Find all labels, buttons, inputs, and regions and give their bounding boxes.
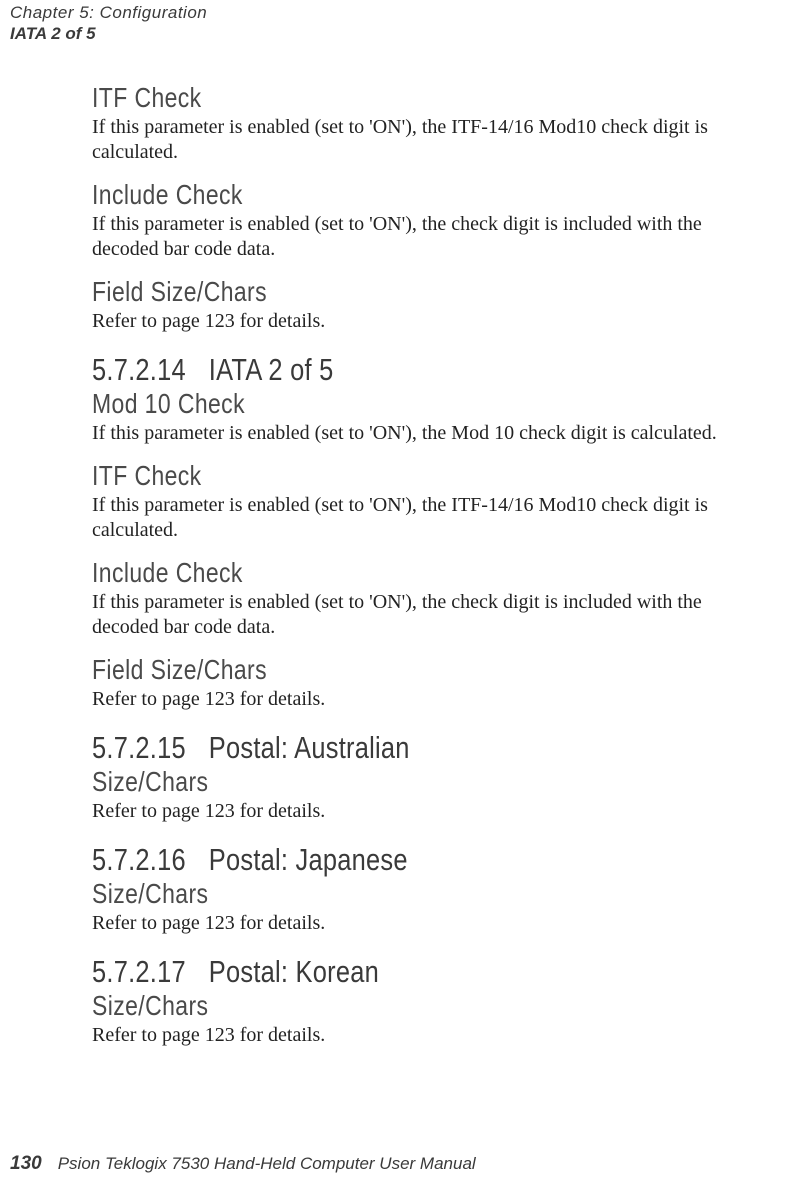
heading-iata-number: 5.7.2.14 bbox=[92, 352, 186, 387]
heading-itf-check-1: ITF Check bbox=[92, 82, 650, 114]
page-footer: 130 Psion Teklogix 7530 Hand-Held Comput… bbox=[10, 1153, 476, 1175]
heading-postal-au: 5.7.2.15 Postal: Australian bbox=[92, 730, 650, 766]
heading-include-check-2: Include Check bbox=[92, 557, 650, 589]
heading-size-chars-jp: Size/Chars bbox=[92, 878, 650, 910]
section-label: IATA 2 of 5 bbox=[10, 24, 207, 44]
heading-postal-au-title: Postal: Australian bbox=[209, 730, 410, 765]
heading-postal-au-number: 5.7.2.15 bbox=[92, 730, 186, 765]
body-field-size-1: Refer to page 123 for details. bbox=[92, 309, 772, 334]
body-include-check-1: If this parameter is enabled (set to 'ON… bbox=[92, 212, 772, 262]
heading-postal-jp-title: Postal: Japanese bbox=[209, 842, 408, 877]
body-size-chars-jp: Refer to page 123 for details. bbox=[92, 911, 772, 936]
heading-iata: 5.7.2.14 IATA 2 of 5 bbox=[92, 352, 650, 388]
heading-postal-jp-number: 5.7.2.16 bbox=[92, 842, 186, 877]
heading-postal-kr-title: Postal: Korean bbox=[209, 954, 379, 989]
page-content: ITF Check If this parameter is enabled (… bbox=[92, 82, 772, 1048]
heading-iata-title: IATA 2 of 5 bbox=[209, 352, 334, 387]
page-number: 130 bbox=[10, 1153, 42, 1174]
body-itf-check-1: If this parameter is enabled (set to 'ON… bbox=[92, 115, 772, 165]
heading-postal-jp: 5.7.2.16 Postal: Japanese bbox=[92, 842, 650, 878]
body-include-check-2: If this parameter is enabled (set to 'ON… bbox=[92, 590, 772, 640]
chapter-label: Chapter 5: Configuration bbox=[10, 3, 207, 23]
heading-field-size-1: Field Size/Chars bbox=[92, 276, 650, 308]
heading-size-chars-au: Size/Chars bbox=[92, 766, 650, 798]
heading-field-size-2: Field Size/Chars bbox=[92, 654, 650, 686]
footer-title: Psion Teklogix 7530 Hand-Held Computer U… bbox=[58, 1154, 476, 1173]
body-field-size-2: Refer to page 123 for details. bbox=[92, 687, 772, 712]
heading-postal-kr-number: 5.7.2.17 bbox=[92, 954, 186, 989]
body-size-chars-kr: Refer to page 123 for details. bbox=[92, 1023, 772, 1048]
heading-postal-kr: 5.7.2.17 Postal: Korean bbox=[92, 954, 650, 990]
body-mod10: If this parameter is enabled (set to 'ON… bbox=[92, 421, 772, 446]
body-size-chars-au: Refer to page 123 for details. bbox=[92, 799, 772, 824]
page-header: Chapter 5: Configuration IATA 2 of 5 bbox=[10, 3, 207, 44]
body-itf-check-2: If this parameter is enabled (set to 'ON… bbox=[92, 493, 772, 543]
heading-itf-check-2: ITF Check bbox=[92, 460, 650, 492]
heading-size-chars-kr: Size/Chars bbox=[92, 990, 650, 1022]
heading-mod10: Mod 10 Check bbox=[92, 388, 650, 420]
heading-include-check-1: Include Check bbox=[92, 179, 650, 211]
